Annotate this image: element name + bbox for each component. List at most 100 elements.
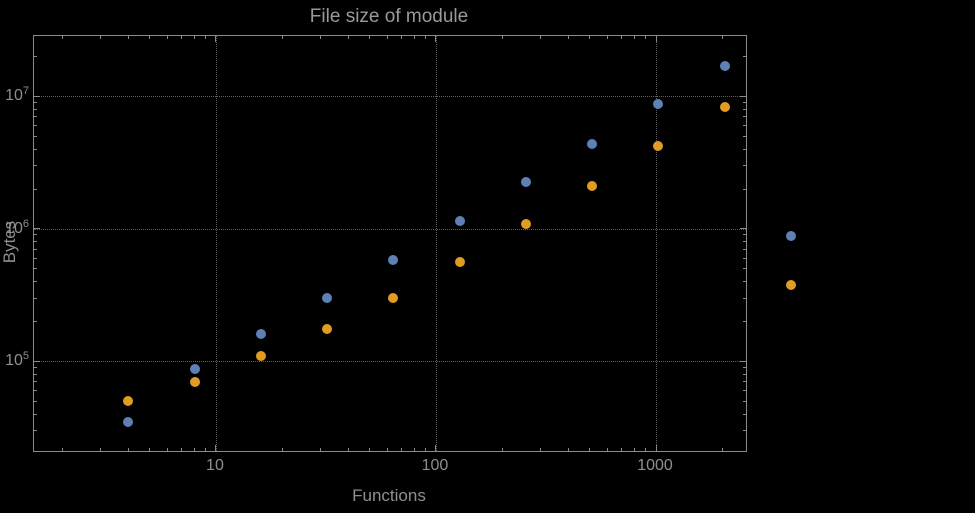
y-tick-exponent: 7: [22, 85, 29, 98]
tick-mark-x: [501, 448, 503, 451]
data-point-series-orange: [123, 396, 134, 407]
data-point-series-orange: [454, 257, 465, 268]
tick-mark-x: [425, 448, 427, 451]
gridline-vertical: [656, 36, 657, 451]
tick-mark-x: [589, 448, 591, 451]
tick-mark-y: [743, 241, 746, 243]
plot-frame: [33, 35, 796, 452]
data-point-series-blue: [785, 230, 796, 241]
data-point-series-orange: [587, 181, 598, 192]
data-point-series-orange: [322, 324, 333, 335]
tick-mark-y: [34, 116, 37, 118]
tick-mark-y: [34, 125, 37, 127]
tick-mark-y: [743, 234, 746, 236]
tick-mark-y: [743, 248, 746, 250]
tick-mark-y: [34, 241, 37, 243]
tick-mark-y: [34, 400, 37, 402]
tick-mark-x: [100, 448, 102, 451]
tick-mark-x: [589, 36, 591, 39]
tick-mark-y: [34, 390, 37, 392]
tick-mark-y: [743, 281, 746, 283]
tick-mark-y: [34, 257, 37, 259]
tick-mark-y: [34, 228, 40, 230]
tick-mark-y: [34, 101, 37, 103]
tick-mark-y: [34, 430, 37, 432]
tick-mark-y: [743, 188, 746, 190]
tick-mark-y: [743, 430, 746, 432]
tick-mark-x: [540, 36, 542, 39]
tick-mark-y: [743, 101, 746, 103]
data-point-series-blue: [123, 416, 134, 427]
tick-mark-y: [34, 135, 37, 137]
tick-mark-x: [645, 36, 647, 39]
tick-mark-x: [435, 36, 437, 42]
tick-mark-x: [320, 36, 322, 39]
tick-mark-x: [386, 448, 388, 451]
tick-mark-y: [34, 281, 37, 283]
x-axis-tick-labels: 10 100 1000: [33, 457, 745, 479]
tick-mark-y: [34, 321, 37, 323]
tick-mark-y: [743, 108, 746, 110]
tick-mark-x: [401, 36, 403, 39]
y-tick-label: 107: [5, 85, 29, 105]
data-point-series-orange: [388, 293, 399, 304]
tick-mark-y: [743, 373, 746, 375]
tick-mark-x: [369, 36, 371, 39]
tick-mark-y: [743, 366, 746, 368]
x-tick-label: 100: [421, 457, 449, 474]
tick-mark-x: [606, 448, 608, 451]
tick-mark-y: [743, 413, 746, 415]
tick-mark-y: [34, 360, 40, 362]
tick-mark-x: [205, 36, 207, 39]
tick-mark-x: [414, 36, 416, 39]
tick-mark-y: [743, 268, 746, 270]
chart-title: File size of module: [309, 6, 469, 27]
tick-mark-x: [281, 36, 283, 39]
tick-mark-y: [743, 400, 746, 402]
y-tick-exponent: 5: [22, 350, 29, 363]
tick-mark-x: [721, 448, 723, 451]
y-tick-label: 105: [5, 350, 29, 370]
data-point-series-orange: [785, 279, 796, 290]
data-point-series-blue: [255, 329, 266, 340]
tick-mark-x: [606, 36, 608, 39]
tick-mark-y: [740, 360, 746, 362]
tick-mark-y: [34, 373, 37, 375]
tick-mark-x: [166, 448, 168, 451]
tick-mark-y: [34, 366, 37, 368]
tick-mark-x: [166, 36, 168, 39]
y-axis-tick-labels: 105 106 107: [0, 35, 29, 450]
tick-mark-x: [347, 36, 349, 39]
tick-mark-x: [369, 448, 371, 451]
data-point-series-blue: [719, 60, 730, 71]
tick-mark-x: [281, 448, 283, 451]
data-point-series-blue: [322, 293, 333, 304]
tick-mark-x: [181, 36, 183, 39]
data-point-series-orange: [255, 350, 266, 361]
tick-mark-y: [743, 125, 746, 127]
tick-mark-x: [634, 448, 636, 451]
data-point-series-blue: [520, 177, 531, 188]
y-axis-label: Bytes: [0, 220, 19, 264]
tick-mark-x: [401, 448, 403, 451]
tick-mark-x: [634, 36, 636, 39]
tick-mark-x: [127, 36, 129, 39]
tick-mark-y: [34, 413, 37, 415]
tick-mark-y: [740, 95, 746, 97]
y-tick-exponent: 6: [22, 217, 29, 230]
data-point-series-orange: [653, 141, 664, 152]
tick-mark-y: [743, 148, 746, 150]
tick-mark-x: [205, 448, 207, 451]
tick-mark-y: [34, 297, 37, 299]
tick-mark-x: [645, 448, 647, 451]
x-tick-label: 10: [206, 457, 224, 474]
tick-mark-x: [386, 36, 388, 39]
tick-mark-y: [743, 165, 746, 167]
data-point-series-blue: [189, 363, 200, 374]
tick-mark-y: [34, 148, 37, 150]
x-tick-label: 1000: [637, 457, 673, 474]
tick-mark-x: [721, 36, 723, 39]
tick-mark-x: [655, 445, 657, 451]
tick-mark-y: [743, 56, 746, 58]
